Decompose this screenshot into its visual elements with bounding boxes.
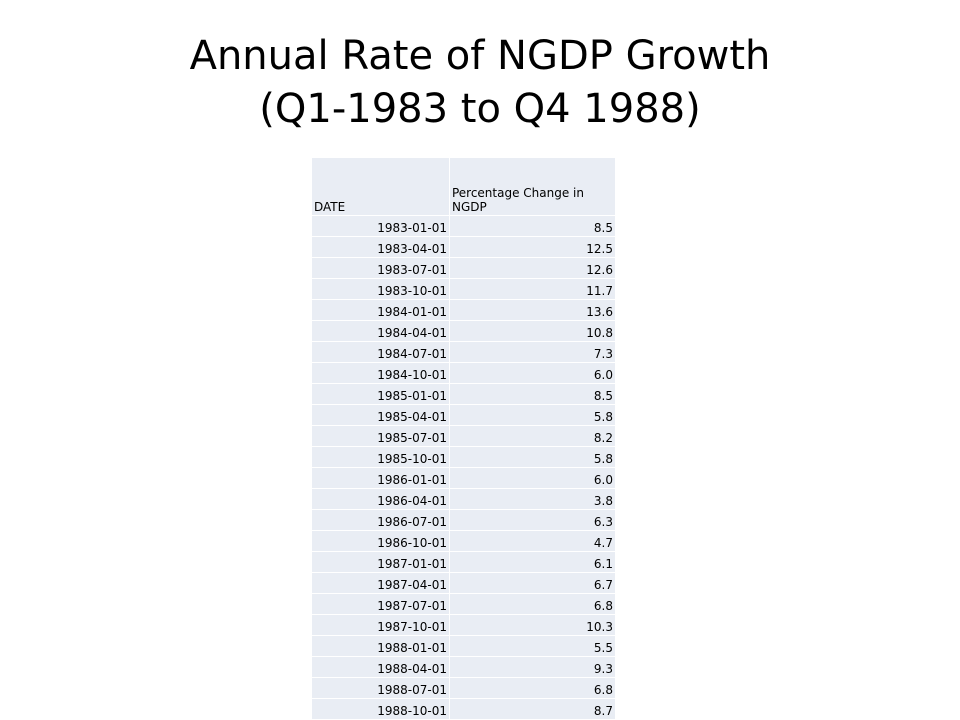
percentage-change-cell: 11.7 [449,279,616,300]
percentage-change-cell: 7.3 [449,342,616,363]
percentage-change-cell: 12.5 [449,237,616,258]
table-row: 1986-01-01 6.0 [312,468,616,489]
column-header-percentage-change: Percentage Change in NGDP [449,158,616,216]
table-row: 1984-04-01 10.8 [312,321,616,342]
table-row: 1987-01-01 6.1 [312,552,616,573]
percentage-change-cell: 5.8 [449,405,616,426]
date-cell: 1988-01-01 [312,636,450,657]
table-row: 1988-04-01 9.3 [312,657,616,678]
date-cell: 1984-04-01 [312,321,450,342]
slide-title-line-1: Annual Rate of NGDP Growth [189,33,771,79]
table-row: 1983-10-01 11.7 [312,279,616,300]
percentage-change-cell: 8.5 [449,384,616,405]
percentage-change-cell: 6.8 [449,678,616,699]
date-cell: 1988-07-01 [312,678,450,699]
date-cell: 1985-01-01 [312,384,450,405]
table-row: 1984-07-01 7.3 [312,342,616,363]
date-cell: 1986-04-01 [312,489,450,510]
table-row: 1988-01-01 5.5 [312,636,616,657]
date-cell: 1983-04-01 [312,237,450,258]
date-cell: 1986-07-01 [312,510,450,531]
date-cell: 1983-07-01 [312,258,450,279]
date-cell: 1988-04-01 [312,657,450,678]
percentage-change-cell: 8.5 [449,216,616,237]
table-row: 1987-10-01 10.3 [312,615,616,636]
table-row: 1983-07-01 12.6 [312,258,616,279]
percentage-change-cell: 6.3 [449,510,616,531]
percentage-change-cell: 6.0 [449,468,616,489]
table-row: 1988-07-01 6.8 [312,678,616,699]
date-cell: 1986-01-01 [312,468,450,489]
table-row: 1986-10-01 4.7 [312,531,616,552]
percentage-change-cell: 10.8 [449,321,616,342]
column-header-date: DATE [312,158,450,216]
percentage-change-cell: 13.6 [449,300,616,321]
percentage-change-cell: 5.8 [449,447,616,468]
table-header-row: DATE Percentage Change in NGDP [312,158,616,216]
date-cell: 1985-07-01 [312,426,450,447]
date-cell: 1983-10-01 [312,279,450,300]
ngdp-data-table: DATE Percentage Change in NGDP 1983-01-0… [312,158,616,720]
date-cell: 1987-01-01 [312,552,450,573]
table-row: 1985-04-01 5.8 [312,405,616,426]
date-cell: 1984-10-01 [312,363,450,384]
percentage-change-cell: 12.6 [449,258,616,279]
date-cell: 1985-04-01 [312,405,450,426]
percentage-change-cell: 6.8 [449,594,616,615]
date-cell: 1986-10-01 [312,531,450,552]
table-row: 1985-07-01 8.2 [312,426,616,447]
percentage-change-cell: 10.3 [449,615,616,636]
table-row: 1988-10-01 8.7 [312,699,616,720]
percentage-change-cell: 9.3 [449,657,616,678]
percentage-change-cell: 6.7 [449,573,616,594]
table-row: 1987-04-01 6.7 [312,573,616,594]
percentage-change-cell: 6.0 [449,363,616,384]
percentage-change-cell: 8.7 [449,699,616,720]
percentage-change-cell: 5.5 [449,636,616,657]
table-row: 1983-01-01 8.5 [312,216,616,237]
date-cell: 1988-10-01 [312,699,450,720]
percentage-change-cell: 4.7 [449,531,616,552]
table-row: 1985-10-01 5.8 [312,447,616,468]
table-row: 1983-04-01 12.5 [312,237,616,258]
table-row: 1984-01-01 13.6 [312,300,616,321]
date-cell: 1984-07-01 [312,342,450,363]
date-cell: 1985-10-01 [312,447,450,468]
date-cell: 1987-10-01 [312,615,450,636]
percentage-change-cell: 8.2 [449,426,616,447]
date-cell: 1987-07-01 [312,594,450,615]
table-header: DATE Percentage Change in NGDP [312,158,616,216]
table-body: 1983-01-01 8.5 1983-04-01 12.5 1983-07-01 12.… [312,216,616,720]
table-row: 1987-07-01 6.8 [312,594,616,615]
date-cell: 1983-01-01 [312,216,450,237]
slide-title-line-2: (Q1-1983 to Q4 1988) [259,86,701,132]
percentage-change-cell: 6.1 [449,552,616,573]
table-row: 1984-10-01 6.0 [312,363,616,384]
percentage-change-cell: 3.8 [449,489,616,510]
table-row: 1985-01-01 8.5 [312,384,616,405]
table-row: 1986-04-01 3.8 [312,489,616,510]
table-row: 1986-07-01 6.3 [312,510,616,531]
slide-title: Annual Rate of NGDP Growth (Q1-1983 to Q… [0,30,960,136]
date-cell: 1987-04-01 [312,573,450,594]
date-cell: 1984-01-01 [312,300,450,321]
